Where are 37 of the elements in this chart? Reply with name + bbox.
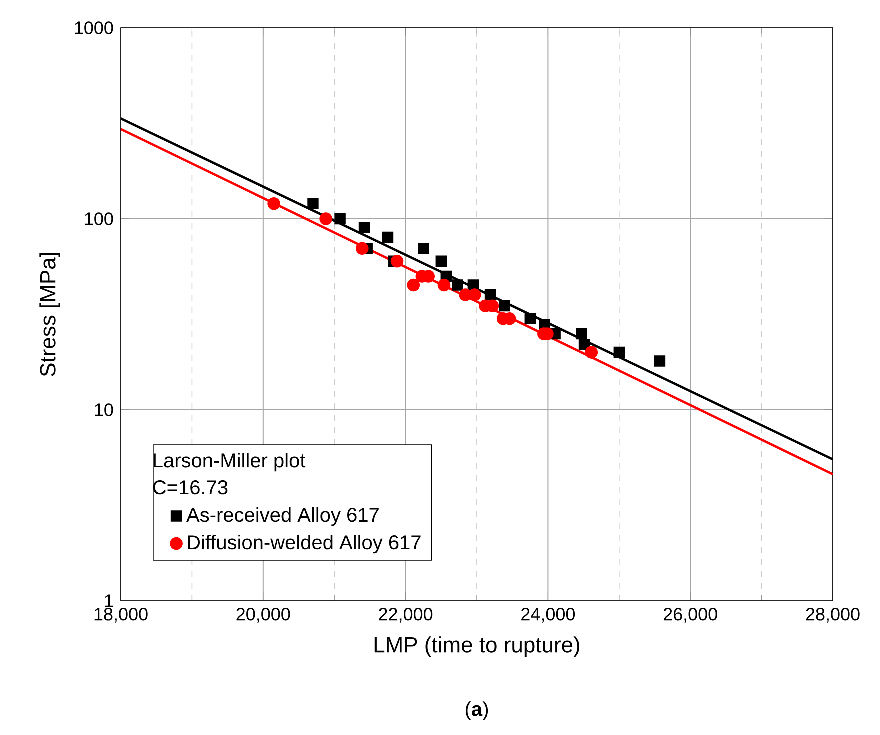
- point: [358, 222, 370, 234]
- x-tick-label: 22,000: [379, 608, 433, 623]
- legend-label: As-received Alloy 617: [186, 507, 379, 526]
- y-tick-label: 1000: [75, 22, 114, 34]
- point: [614, 346, 625, 358]
- y-tick-label: 100: [85, 212, 114, 226]
- point: [334, 213, 346, 225]
- y-axis-title: Stress [MPa]: [40, 253, 60, 376]
- x-tick-label: 18,000: [94, 608, 148, 623]
- legend-label: Diffusion-welded Alloy 617: [188, 534, 421, 554]
- point: [268, 197, 280, 210]
- x-tick-label: 26,000: [664, 608, 718, 623]
- point: [382, 232, 394, 244]
- x-tick-label: 24,000: [522, 608, 576, 623]
- point: [468, 288, 482, 302]
- point: [585, 346, 598, 359]
- point: [452, 280, 464, 291]
- y-tick-label: 10: [95, 404, 114, 416]
- x-tick-label: 20,000: [236, 608, 290, 623]
- x-tick-label: 28,000: [806, 608, 860, 623]
- point: [407, 278, 420, 292]
- y-tick-label: 1: [105, 594, 114, 608]
- point: [320, 212, 332, 226]
- point: [524, 313, 536, 324]
- point: [418, 242, 430, 254]
- text: (a): [466, 702, 488, 720]
- point: [356, 242, 369, 255]
- legend-title: Larson-Miller plot: [154, 453, 306, 472]
- point: [654, 356, 666, 367]
- point: [390, 254, 404, 268]
- point: [438, 278, 451, 292]
- point: [484, 289, 496, 301]
- x-axis-title: LMP (time to rupture): [374, 636, 580, 658]
- point: [436, 256, 447, 267]
- point: [308, 198, 319, 210]
- point: [576, 328, 588, 340]
- point: [499, 300, 510, 312]
